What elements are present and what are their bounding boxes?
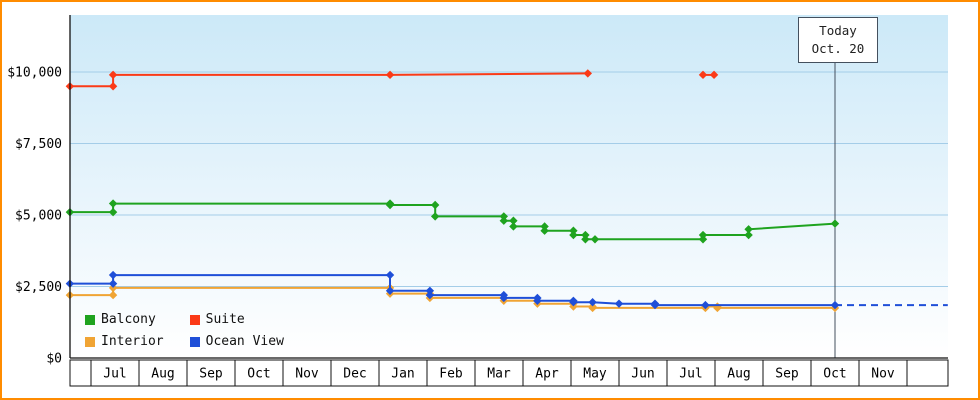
- data-point-ocean-view: [425, 290, 435, 300]
- month-label: Oct: [247, 367, 270, 382]
- month-label: Sep: [199, 367, 223, 382]
- y-tick-label: $2,500: [15, 280, 62, 295]
- data-point-ocean-view: [385, 270, 395, 280]
- data-point-balcony: [569, 226, 578, 235]
- month-label: May: [583, 367, 607, 382]
- data-point-balcony: [830, 219, 840, 228]
- data-point-balcony: [698, 235, 708, 244]
- data-point-balcony: [509, 222, 518, 231]
- y-tick-label: $10,000: [7, 66, 62, 81]
- month-label: Apr: [535, 367, 559, 382]
- month-label: Jan: [391, 367, 414, 382]
- month-cell: [714, 359, 764, 387]
- legend-label-interior: Interior: [101, 334, 164, 349]
- data-point-balcony: [581, 235, 590, 244]
- month-cell: [138, 359, 188, 387]
- legend-label-ocean-view: Ocean View: [205, 334, 284, 349]
- month-cell: [906, 359, 949, 387]
- month-label: Dec: [343, 367, 366, 382]
- month-label: Sep: [775, 367, 799, 382]
- month-label: Jul: [103, 367, 126, 382]
- data-point-interior: [108, 283, 118, 293]
- data-point-interior: [588, 303, 597, 313]
- data-point-balcony: [698, 230, 708, 240]
- legend: Balcony Suite Interior Ocean View: [85, 312, 284, 349]
- data-point-balcony: [540, 226, 549, 235]
- plot-area: [70, 15, 948, 358]
- month-cell: [282, 359, 332, 387]
- data-point-balcony: [499, 212, 508, 221]
- data-point-balcony: [569, 230, 578, 240]
- month-cell: [90, 359, 140, 387]
- suite-swatch-icon: [189, 314, 200, 325]
- data-point-ocean-view: [108, 279, 118, 288]
- month-label: Jun: [631, 367, 654, 382]
- legend-item-interior: Interior: [85, 334, 164, 349]
- legend-label-suite: Suite: [205, 312, 245, 327]
- month-label: Oct: [823, 367, 846, 382]
- month-cell: [330, 359, 380, 387]
- data-point-interior: [569, 302, 578, 311]
- data-point-ocean-view: [499, 293, 508, 303]
- month-label: Jul: [679, 367, 702, 382]
- data-point-ocean-view: [614, 299, 624, 308]
- today-label-line2: Oct. 20: [811, 41, 865, 56]
- data-point-interior: [108, 290, 118, 300]
- month-cell: [186, 359, 236, 387]
- data-point-suite: [583, 69, 592, 78]
- data-point-balcony: [744, 225, 753, 234]
- data-point-ocean-view: [650, 300, 660, 310]
- data-point-balcony: [509, 216, 518, 225]
- balcony-swatch-icon: [85, 314, 95, 325]
- data-point-ocean-view: [533, 296, 542, 305]
- data-point-balcony: [108, 207, 118, 217]
- month-label: Nov: [871, 367, 895, 382]
- legend-label-balcony: Balcony: [101, 312, 156, 327]
- data-point-balcony: [430, 200, 440, 210]
- data-point-balcony: [430, 212, 440, 221]
- ocean-view-swatch-icon: [189, 336, 200, 347]
- month-cell: [474, 359, 524, 387]
- data-point-suite: [385, 70, 395, 80]
- data-point-suite: [108, 82, 118, 91]
- data-point-balcony: [385, 200, 395, 210]
- data-point-balcony: [540, 222, 549, 231]
- month-cell: [858, 359, 908, 387]
- month-cell: [234, 359, 284, 387]
- data-point-balcony: [499, 216, 508, 225]
- data-point-ocean-view: [385, 286, 395, 295]
- data-point-suite: [698, 70, 708, 80]
- data-point-ocean-view: [588, 298, 597, 307]
- legend-item-ocean-view: Ocean View: [189, 334, 284, 349]
- data-point-suite: [709, 70, 719, 80]
- month-cell: [69, 359, 92, 387]
- data-point-balcony: [108, 199, 118, 208]
- legend-item-suite: Suite: [189, 312, 284, 327]
- month-label: Aug: [151, 367, 174, 382]
- data-point-ocean-view: [425, 286, 435, 295]
- data-point-balcony: [590, 235, 600, 244]
- month-cell: [618, 359, 668, 387]
- month-label: Aug: [727, 367, 750, 382]
- interior-swatch-icon: [85, 336, 95, 347]
- data-point-balcony: [744, 230, 753, 240]
- y-tick-label: $0: [46, 352, 62, 367]
- month-label: Nov: [295, 367, 319, 382]
- y-tick-label: $7,500: [15, 137, 62, 152]
- data-point-suite: [108, 70, 118, 80]
- today-label-line1: Today: [819, 22, 857, 38]
- month-label: Feb: [439, 367, 463, 382]
- y-tick-label: $5,000: [15, 209, 62, 224]
- data-point-ocean-view: [569, 298, 578, 307]
- data-point-ocean-view: [701, 300, 710, 310]
- month-label: Mar: [487, 367, 511, 382]
- month-cell: [522, 359, 572, 387]
- data-point-ocean-view: [108, 270, 118, 280]
- month-cell: [378, 359, 428, 387]
- data-point-balcony: [581, 230, 590, 240]
- today-marker-label: Today Oct. 20: [798, 17, 878, 63]
- legend-item-balcony: Balcony: [85, 312, 164, 327]
